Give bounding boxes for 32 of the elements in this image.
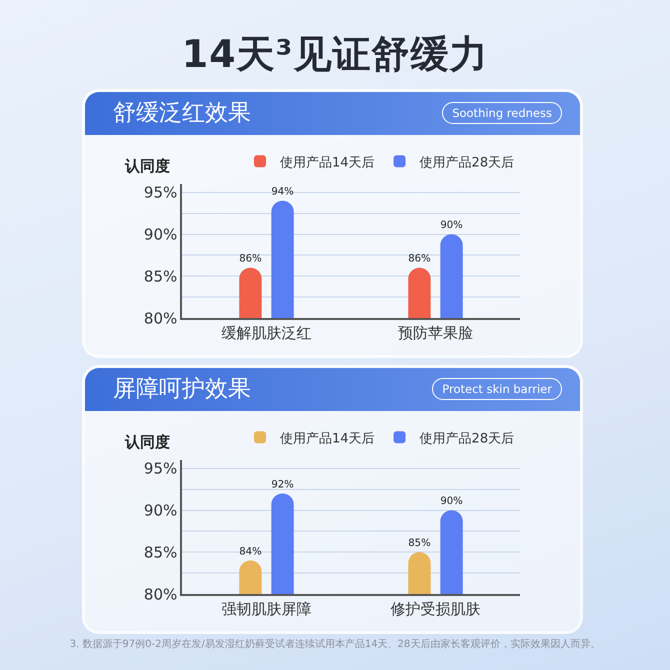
data-label: 86% — [239, 254, 262, 265]
x-tick-label: 修护受损肌肤 — [390, 600, 480, 618]
chart-title: 舒缓泛红效果 — [113, 99, 251, 128]
y-tick-label: 85% — [144, 543, 178, 562]
chart-subtitle: Soothing redness — [442, 102, 562, 124]
data-label: 90% — [440, 220, 464, 232]
data-label: 92% — [271, 479, 294, 490]
legend-label: 使用产品14天后 — [280, 431, 375, 446]
text: 14天³见证舒缓力 — [180, 31, 490, 78]
y-tick-label: 85% — [144, 267, 178, 286]
legend-label: 使用产品28天后 — [420, 431, 514, 446]
data-label: 84% — [239, 546, 262, 558]
legend-label: 使用产品28天后 — [420, 155, 514, 170]
x-tick-label: 强韧肌肤屏障 — [222, 600, 312, 618]
y-tick-label: 80% — [144, 309, 178, 328]
y-axis-title: 认同度 — [124, 433, 170, 451]
text: 3. 数据源于97例0-2周岁在发/易发湿红奶藓受试者连续试用本产品14天、28天后由家长客观评价，实际效果因人而异。 — [68, 638, 602, 652]
data-label: 85% — [408, 538, 432, 550]
data-label: 94% — [271, 186, 294, 198]
data-label: 90% — [440, 496, 464, 508]
legend-label: 使用产品14天后 — [280, 155, 375, 170]
chart-title: 屏障呵护效果 — [113, 375, 251, 404]
y-tick-label: 80% — [144, 585, 178, 604]
data-label: 86% — [408, 254, 432, 265]
y-tick-label: 90% — [144, 502, 178, 520]
y-tick-label: 95% — [144, 184, 178, 202]
chart-subtitle: Protect skin barrier — [432, 378, 562, 400]
x-tick-label: 预防苹果脸 — [398, 324, 473, 342]
y-tick-label: 95% — [144, 460, 178, 478]
y-tick-label: 90% — [144, 226, 178, 244]
x-tick-label: 缓解肌肤泛红 — [222, 324, 312, 342]
y-axis-title: 认同度 — [124, 157, 170, 175]
